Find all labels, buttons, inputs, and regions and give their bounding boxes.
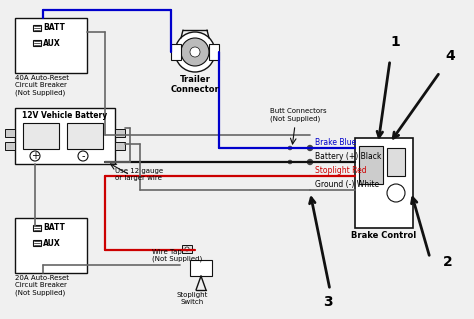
Bar <box>33 25 41 31</box>
Bar <box>33 240 41 246</box>
Circle shape <box>308 145 312 151</box>
Text: +: + <box>31 151 39 161</box>
Bar <box>355 138 413 228</box>
Text: 1: 1 <box>390 35 400 49</box>
Bar <box>23 123 59 149</box>
Text: Wire Tap
(Not Supplied): Wire Tap (Not Supplied) <box>152 249 202 263</box>
Text: Stoplight Red: Stoplight Red <box>315 166 366 175</box>
Text: 2: 2 <box>443 255 453 269</box>
Text: 20A Auto-Reset
Circuit Breaker
(Not Supplied): 20A Auto-Reset Circuit Breaker (Not Supp… <box>15 275 69 295</box>
Bar <box>171 44 181 60</box>
Bar <box>182 245 192 253</box>
Bar <box>33 40 41 46</box>
Bar <box>33 225 41 231</box>
Circle shape <box>190 47 200 57</box>
Bar <box>5 129 15 137</box>
Text: Stoplight
Switch: Stoplight Switch <box>176 292 208 305</box>
Text: Ground (-) White: Ground (-) White <box>315 180 379 189</box>
Bar <box>359 146 383 184</box>
Bar <box>209 44 219 60</box>
Text: Brake Blue: Brake Blue <box>315 138 356 147</box>
Bar <box>15 18 87 73</box>
Circle shape <box>308 160 312 165</box>
Circle shape <box>387 184 405 202</box>
Text: 3: 3 <box>323 295 333 309</box>
Text: BATT: BATT <box>43 24 65 33</box>
Bar <box>15 218 87 273</box>
Circle shape <box>30 151 40 161</box>
Circle shape <box>288 160 292 164</box>
Bar <box>115 142 125 150</box>
Text: Brake Control: Brake Control <box>351 231 417 240</box>
Text: AUX: AUX <box>43 39 61 48</box>
Bar <box>5 142 15 150</box>
Text: BATT: BATT <box>43 224 65 233</box>
Text: Butt Connectors
(Not Supplied): Butt Connectors (Not Supplied) <box>270 108 327 122</box>
Text: Use 12 gauge
or larger wire: Use 12 gauge or larger wire <box>115 168 163 181</box>
Text: 12V Vehicle Battery: 12V Vehicle Battery <box>22 111 108 120</box>
Text: 40A Auto-Reset
Circuit Breaker
(Not Supplied): 40A Auto-Reset Circuit Breaker (Not Supp… <box>15 75 69 95</box>
Circle shape <box>175 32 215 72</box>
Circle shape <box>185 247 189 251</box>
Text: 4: 4 <box>445 49 455 63</box>
Circle shape <box>288 146 292 150</box>
Text: Battery (+) Black: Battery (+) Black <box>315 152 382 161</box>
Bar <box>15 108 115 164</box>
Bar <box>387 148 405 176</box>
Bar <box>67 123 103 149</box>
Text: AUX: AUX <box>43 239 61 248</box>
Bar <box>115 129 125 137</box>
Circle shape <box>181 38 209 66</box>
Circle shape <box>78 151 88 161</box>
Text: Trailer
Connector: Trailer Connector <box>171 75 219 94</box>
Bar <box>190 260 212 276</box>
Text: -: - <box>81 151 85 161</box>
